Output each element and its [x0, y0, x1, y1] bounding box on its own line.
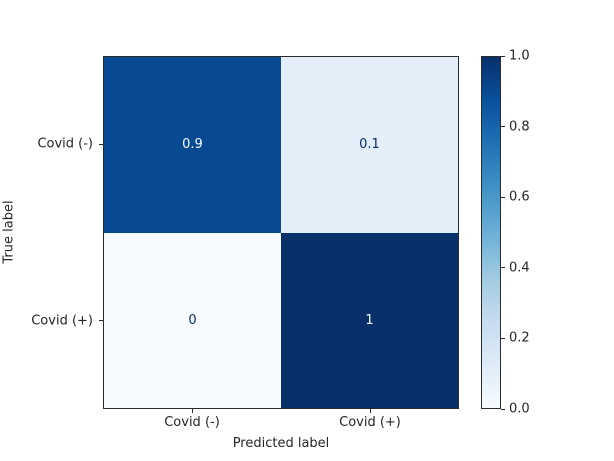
colorbar-tick-mark-0	[501, 55, 505, 57]
colorbar-tick-mark-4	[501, 337, 505, 339]
colorbar-tick-label-3: 0.4	[509, 260, 530, 276]
matrix-cell-0-0: 0.9	[104, 57, 281, 233]
colorbar-tick-label-4: 0.2	[509, 330, 530, 346]
colorbar-tick-label-0: 1.0	[509, 48, 530, 64]
y-axis-title: True label	[1, 200, 17, 264]
colorbar-tick-label-5: 0.0	[509, 401, 530, 417]
colorbar	[481, 56, 501, 409]
colorbar-tick-mark-3	[501, 267, 505, 269]
colorbar-tick-label-1: 0.8	[509, 119, 530, 135]
y-tick-label-0: Covid (-)	[37, 136, 93, 152]
colorbar-tick-mark-2	[501, 196, 505, 198]
x-axis-title: Predicted label	[232, 436, 330, 451]
y-tick-mark-1	[99, 320, 103, 322]
heatmap-axes: 0.9 0.1 0 1	[103, 56, 459, 409]
x-tick-mark-1	[369, 409, 371, 413]
y-tick-label-1: Covid (+)	[31, 313, 93, 329]
x-tick-mark-0	[191, 409, 193, 413]
heatmap-cells: 0.9 0.1 0 1	[104, 57, 458, 408]
x-tick-label-0: Covid (-)	[164, 415, 220, 430]
matrix-cell-0-1: 0.1	[281, 57, 458, 233]
y-tick-mark-0	[99, 143, 103, 145]
x-tick-label-1: Covid (+)	[339, 415, 401, 430]
colorbar-tick-mark-1	[501, 126, 505, 128]
colorbar-tick-mark-5	[501, 408, 505, 410]
matrix-cell-1-1: 1	[281, 232, 458, 408]
matrix-cell-1-0: 0	[104, 232, 281, 408]
colorbar-tick-label-2: 0.6	[509, 189, 530, 205]
